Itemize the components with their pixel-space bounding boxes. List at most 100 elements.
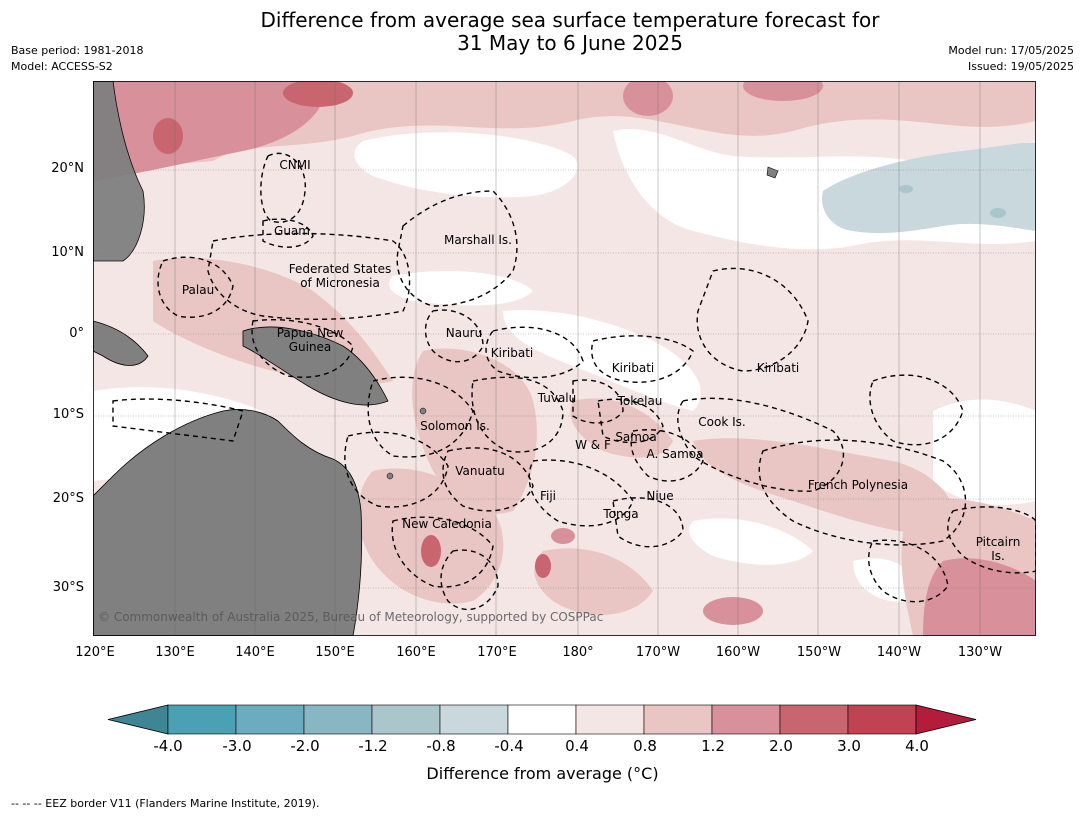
colorbar-tick-label: 0.8 — [633, 737, 657, 755]
land-sulawesi — [93, 320, 149, 366]
model-name: Model: ACCESS-S2 — [11, 60, 113, 73]
sst-anomaly-map — [93, 81, 1036, 636]
strong-warm-patch — [153, 118, 183, 154]
strong-warm-south — [923, 558, 1036, 636]
neutral-zone — [354, 132, 578, 198]
issued-date: Issued: 19/05/2025 — [967, 60, 1074, 73]
lat-tick: 10°S — [52, 407, 84, 422]
neutral-zone — [689, 518, 813, 565]
colorbar-tick-label: 1.2 — [701, 737, 725, 755]
colorbar-swatch — [303, 704, 373, 735]
neutral-zone — [853, 558, 915, 602]
moderate-warm-zone — [534, 548, 653, 615]
colorbar-swatch — [711, 704, 781, 735]
colorbar-extend-low — [107, 704, 169, 735]
lon-tick: 180° — [562, 645, 594, 660]
land-philippines — [93, 81, 145, 262]
colorbar-swatch — [847, 704, 917, 735]
region-label: Nauru — [445, 326, 483, 340]
region-label: Kiribati — [756, 361, 800, 375]
colorbar-swatch — [575, 704, 645, 735]
strong-warm-patch — [535, 554, 551, 578]
lon-tick: 130°E — [155, 645, 195, 660]
lon-tick: 160°W — [715, 645, 761, 660]
region-label: Kiribati — [611, 361, 655, 375]
colorbar-swatch — [371, 704, 441, 735]
lat-tick: 20°N — [51, 161, 84, 176]
region-label: Tonga — [603, 507, 639, 521]
region-label: Guam — [274, 224, 310, 238]
strong-warm-northwest — [93, 81, 325, 181]
region-label: New Caledonia — [402, 517, 492, 531]
colorbar-tick-label: 0.4 — [565, 737, 589, 755]
region-label: Marshall Is. — [444, 233, 512, 247]
land-island — [419, 407, 427, 415]
land-australia — [93, 409, 363, 636]
colorbar-tick-label: 4.0 — [905, 737, 929, 755]
copyright-notice: © Commonwealth of Australia 2025, Bureau… — [98, 610, 604, 624]
colorbar-tick-label: -0.4 — [494, 737, 524, 755]
region-label: Vanuatu — [455, 464, 505, 478]
region-label: Samoa — [615, 430, 657, 444]
cool-anomaly-zone — [822, 142, 1036, 234]
region-label: A. Samoa — [646, 447, 704, 461]
land-hawaii — [766, 166, 779, 179]
region-label: Fiji — [539, 489, 557, 503]
strong-warm-patch — [743, 81, 823, 101]
neutral-zone — [389, 271, 533, 306]
region-label: French Polynesia — [807, 478, 909, 492]
lon-tick: 130°W — [957, 645, 1003, 660]
strong-warm-patch — [283, 81, 353, 107]
region-label: Federated States of Micronesia — [288, 262, 392, 290]
region-label: Pitcairn Is. — [975, 535, 1021, 563]
moderate-warm-zone — [412, 348, 537, 514]
strong-warm-patch — [551, 528, 575, 544]
lon-tick: 140°E — [235, 645, 275, 660]
lon-tick: 160°E — [396, 645, 436, 660]
colorbar-tick-label: -1.2 — [358, 737, 388, 755]
eez-borders — [112, 152, 1036, 611]
neutral-zone — [503, 310, 701, 411]
region-label: Niue — [646, 489, 674, 503]
colorbar-tick-label: -4.0 — [153, 737, 183, 755]
colorbar-tick-label: 2.0 — [769, 737, 793, 755]
colorbar-tick-label: -2.0 — [290, 737, 320, 755]
model-run: Model run: 17/05/2025 — [948, 44, 1074, 57]
colorbar-tick-label: 3.0 — [837, 737, 861, 755]
moderate-warm-zone — [570, 398, 673, 458]
neutral-zone — [933, 399, 1036, 505]
colorbar-tick-label: -0.8 — [426, 737, 456, 755]
region-label: Kiribati — [490, 346, 534, 360]
colorbar — [107, 704, 977, 735]
lon-tick: 150°E — [315, 645, 355, 660]
region-label: CNMI — [279, 158, 311, 172]
lon-tick: 170°E — [477, 645, 517, 660]
strong-warm-patch — [623, 81, 673, 116]
region-label: Papua New Guinea — [276, 326, 344, 354]
lon-tick: 170°W — [635, 645, 681, 660]
graticule — [93, 169, 1036, 589]
eez-legend-note: -- -- -- EEZ border V11 (Flanders Marine… — [11, 797, 320, 810]
lat-tick: 10°N — [51, 245, 84, 260]
lon-tick: 120°E — [75, 645, 115, 660]
colorbar-swatch — [439, 704, 509, 735]
map-title-line1: Difference from average sea surface temp… — [260, 8, 880, 32]
region-label: Solomon Is. — [420, 419, 490, 433]
colorbar-swatch — [167, 704, 237, 735]
region-label: Cook Is. — [698, 415, 746, 429]
base-period: Base period: 1981-2018 — [11, 44, 144, 57]
colorbar-tick-label: -3.0 — [222, 737, 252, 755]
lat-tick: 20°S — [52, 491, 84, 506]
land-island — [386, 472, 394, 480]
lat-tick: 0° — [69, 326, 84, 341]
region-label: Tokelau — [617, 394, 663, 408]
lat-tick: 30°S — [52, 580, 84, 595]
map-title-line2: 31 May to 6 June 2025 — [457, 31, 683, 55]
lon-tick: 150°W — [796, 645, 842, 660]
colorbar-title: Difference from average (°C) — [426, 764, 659, 783]
colorbar-swatch — [779, 704, 849, 735]
land-new-guinea — [242, 326, 389, 406]
lon-tick: 140°W — [876, 645, 922, 660]
colorbar-swatch — [643, 704, 713, 735]
cool-anomaly-patch — [990, 208, 1006, 218]
